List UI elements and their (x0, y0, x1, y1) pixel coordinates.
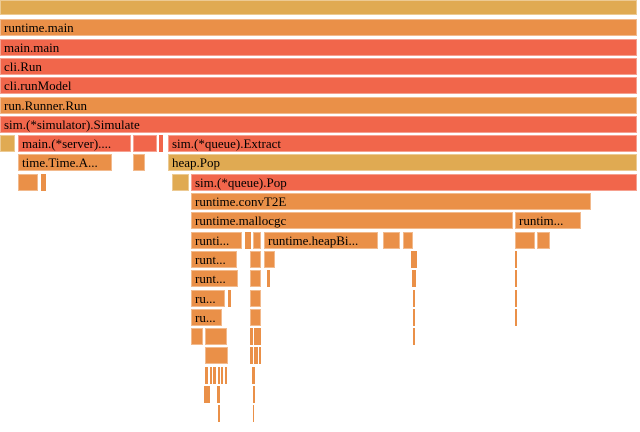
frame-unlabeled[interactable] (0, 135, 15, 152)
frame-unlabeled[interactable] (413, 309, 415, 326)
frame-unlabeled[interactable] (515, 270, 517, 287)
frame-unlabeled[interactable] (18, 174, 38, 191)
frame-label: run.Runner.Run (4, 98, 88, 113)
frame-unlabeled[interactable] (403, 232, 413, 249)
frame-unlabeled[interactable] (537, 232, 550, 249)
frame-unlabeled[interactable] (515, 251, 517, 268)
frame-runtime-heapbi[interactable]: runtime.heapBi... (264, 232, 378, 249)
frame-unlabeled[interactable] (515, 290, 517, 307)
frame-unlabeled[interactable] (254, 328, 261, 345)
frame-ru[interactable]: ru... (191, 290, 225, 307)
frame-unlabeled[interactable] (254, 347, 258, 364)
frame-unlabeled[interactable] (133, 135, 157, 152)
frame-label: heap.Pop (172, 155, 221, 170)
frame-label: sim.(*simulator).Simulate (4, 117, 140, 132)
frame-main-server[interactable]: main.(*server).... (18, 135, 131, 152)
frame-unlabeled[interactable] (413, 328, 415, 345)
frame-unlabeled[interactable] (205, 328, 227, 345)
frame-unlabeled[interactable] (411, 251, 417, 268)
frame-label: sim.(*queue).Pop (195, 175, 287, 190)
frame-unlabeled[interactable] (383, 232, 400, 249)
frame-label: ru... (195, 291, 216, 306)
frame-unlabeled[interactable] (253, 386, 255, 403)
frame-unlabeled[interactable] (205, 367, 208, 384)
frame-unlabeled[interactable] (133, 154, 145, 171)
frame-runtime-mallocgc[interactable]: runtime.mallocgc (191, 212, 513, 229)
frame-main-main[interactable]: main.main (0, 39, 637, 56)
frame-unlabeled[interactable] (515, 232, 535, 249)
frame-unlabeled[interactable] (228, 290, 231, 307)
frame-unlabeled[interactable] (250, 347, 253, 364)
frame-unlabeled[interactable] (204, 386, 210, 403)
frame-sim-queue-pop[interactable]: sim.(*queue).Pop (191, 174, 637, 191)
frame-label: cli.Run (4, 59, 42, 74)
frame-unlabeled[interactable] (250, 290, 261, 307)
frame-unlabeled[interactable] (250, 270, 261, 287)
frame-unlabeled[interactable] (250, 251, 261, 268)
frame-label: runt... (195, 271, 226, 286)
frame-unlabeled[interactable] (250, 328, 253, 345)
frame-unlabeled[interactable] (221, 367, 223, 384)
frame-unlabeled[interactable] (253, 405, 254, 422)
frame-unlabeled[interactable] (264, 251, 275, 268)
frame-unlabeled[interactable] (412, 270, 416, 287)
frame-cli-runmodel[interactable]: cli.runModel (0, 77, 637, 94)
frame-unlabeled[interactable] (191, 328, 203, 345)
frame-label: sim.(*queue).Extract (172, 136, 282, 151)
frame-unlabeled[interactable] (225, 367, 227, 384)
frame-label: cli.runModel (4, 78, 72, 93)
frame-runt[interactable]: runt... (191, 251, 237, 268)
frame-label: ru... (195, 310, 216, 325)
frame-sim-simulator-simulate[interactable]: sim.(*simulator).Simulate (0, 116, 637, 133)
frame-unlabeled[interactable] (213, 367, 216, 384)
frame-cli-run[interactable]: cli.Run (0, 58, 637, 75)
frame-run-runner-run[interactable]: run.Runner.Run (0, 97, 637, 114)
frame-unlabeled[interactable] (172, 174, 189, 191)
frame-heap-pop[interactable]: heap.Pop (168, 154, 637, 171)
frame-unlabeled[interactable] (259, 347, 261, 364)
frame-label: runti... (195, 233, 230, 248)
frame-label: main.main (4, 40, 60, 55)
frame-runt[interactable]: runt... (191, 270, 238, 287)
frame-unlabeled[interactable] (515, 309, 517, 326)
frame-label: runtime.main (4, 20, 74, 35)
frame-unlabeled[interactable] (267, 270, 270, 287)
frame-label: runtime.heapBi... (268, 233, 359, 248)
frame-unlabeled[interactable] (218, 367, 220, 384)
frame-label: runtime.mallocgc (195, 213, 287, 228)
frame-unlabeled[interactable] (0, 0, 637, 15)
frame-unlabeled[interactable] (245, 232, 251, 249)
frame-label: main.(*server).... (22, 136, 112, 151)
frame-time-time-a[interactable]: time.Time.A... (18, 154, 112, 171)
frame-unlabeled[interactable] (41, 174, 46, 191)
frame-unlabeled[interactable] (253, 232, 261, 249)
frame-ru[interactable]: ru... (191, 309, 222, 326)
frame-runtime-convt2e[interactable]: runtime.convT2E (191, 193, 591, 210)
frame-unlabeled[interactable] (413, 290, 415, 307)
frame-runtim[interactable]: runtim... (515, 212, 581, 229)
frame-unlabeled[interactable] (218, 405, 220, 422)
frame-sim-queue-extract[interactable]: sim.(*queue).Extract (168, 135, 637, 152)
frame-label: time.Time.A... (22, 155, 98, 170)
frame-runti[interactable]: runti... (191, 232, 242, 249)
frame-unlabeled[interactable] (217, 386, 220, 403)
frame-label: runt... (195, 252, 226, 267)
frame-unlabeled[interactable] (252, 367, 255, 384)
frame-unlabeled[interactable] (210, 367, 212, 384)
frame-label: runtim... (519, 213, 564, 228)
frame-unlabeled[interactable] (205, 347, 228, 364)
frame-runtime-main[interactable]: runtime.main (0, 19, 637, 36)
frame-label: runtime.convT2E (195, 194, 287, 209)
frame-unlabeled[interactable] (159, 135, 163, 152)
frame-unlabeled[interactable] (250, 309, 261, 326)
